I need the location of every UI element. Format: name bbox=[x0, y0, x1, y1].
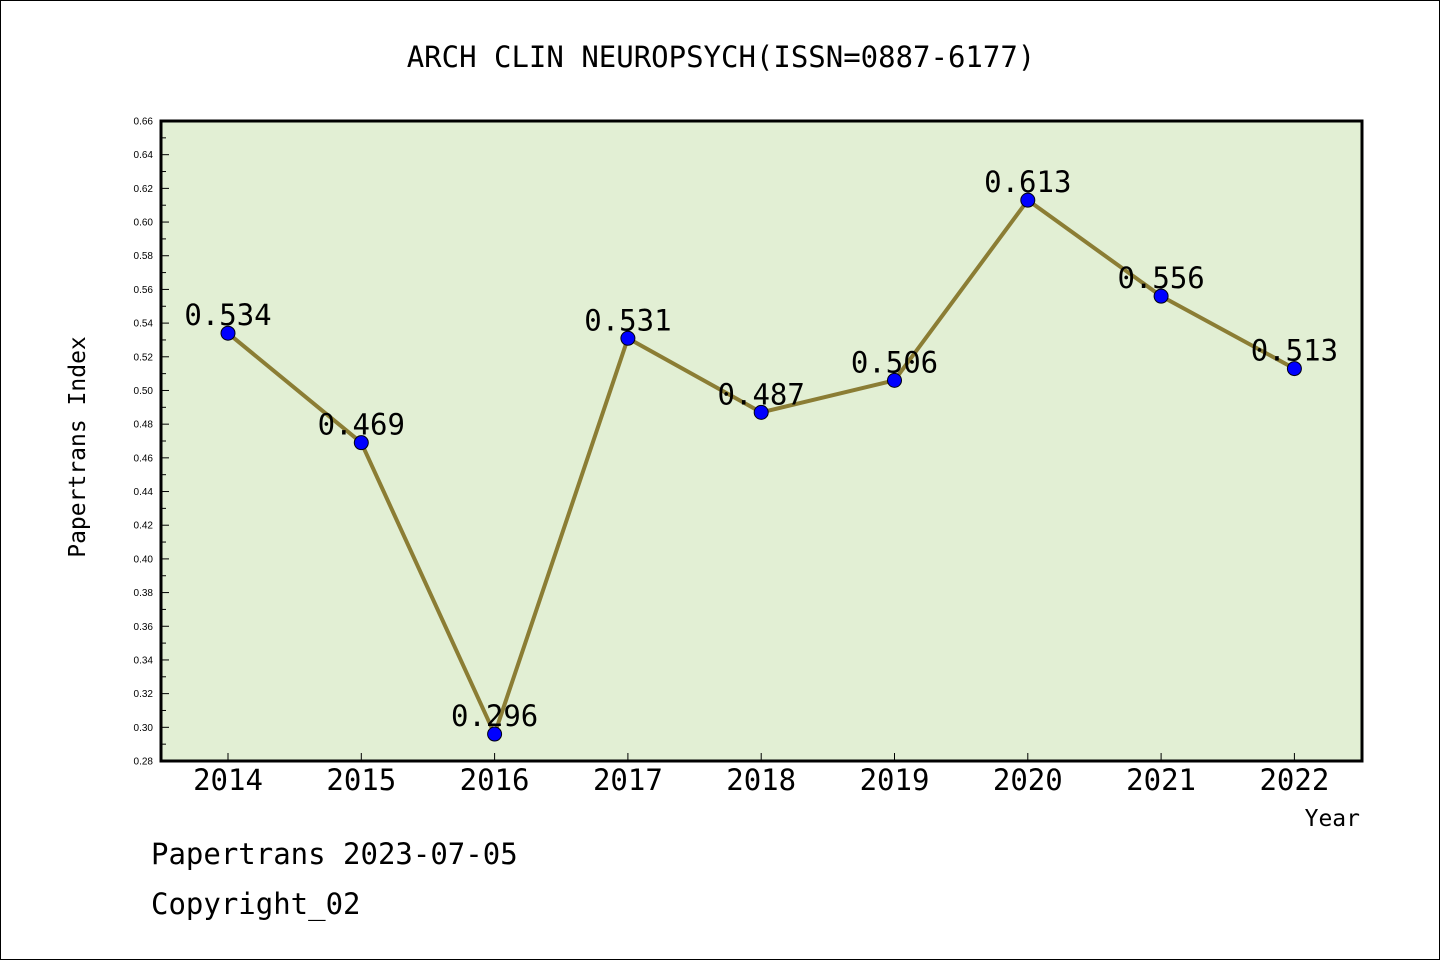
y-tick-label: 0.46 bbox=[134, 453, 154, 464]
y-tick-label: 0.28 bbox=[134, 757, 154, 768]
data-label: 0.556 bbox=[1117, 261, 1204, 295]
y-tick-label: 0.56 bbox=[134, 285, 154, 296]
x-tick-label: 2015 bbox=[326, 763, 396, 797]
x-tick-label: 2022 bbox=[1259, 763, 1329, 797]
data-point bbox=[1153, 288, 1169, 304]
y-axis: 0.28 0.30 0.32 0.34 0.36 0.38 0.40 0.42 0.44 0.46… bbox=[134, 117, 169, 768]
footer-source: Papertrans 2023-07-05 bbox=[151, 837, 518, 871]
data-point bbox=[487, 726, 503, 742]
data-point bbox=[1020, 192, 1036, 208]
chart-title: ARCH CLIN NEUROPSYCH(ISSN=0887-6177) bbox=[407, 40, 1036, 74]
x-axis: 2014 2015 2016 2017 2018 2019 2020 2021 2022 bbox=[193, 753, 1329, 797]
data-label: 0.487 bbox=[718, 377, 805, 411]
y-tick-label: 0.58 bbox=[134, 251, 154, 262]
y-tick-label: 0.32 bbox=[134, 689, 154, 700]
data-point bbox=[887, 372, 902, 388]
data-label: 0.613 bbox=[984, 165, 1071, 199]
data-point bbox=[620, 330, 636, 346]
y-tick-label: 0.66 bbox=[134, 117, 154, 128]
data-label: 0.531 bbox=[584, 303, 671, 337]
data-label: 0.469 bbox=[318, 408, 405, 442]
x-axis-label: Year bbox=[1305, 806, 1360, 832]
series bbox=[220, 192, 1302, 742]
x-tick-label: 2016 bbox=[460, 763, 530, 797]
data-label: 0.513 bbox=[1251, 334, 1338, 368]
y-tick-label: 0.64 bbox=[134, 150, 154, 161]
data-label: 0.506 bbox=[851, 345, 938, 379]
y-tick-label: 0.30 bbox=[134, 723, 154, 734]
data-label: 0.534 bbox=[184, 298, 271, 332]
data-labels: 0.534 0.469 0.296 0.531 0.487 0.506 0.613 0.556… bbox=[184, 165, 1338, 733]
y-tick-label: 0.62 bbox=[134, 184, 154, 195]
x-tick-label: 2017 bbox=[593, 763, 663, 797]
x-tick-label: 2014 bbox=[193, 763, 263, 797]
x-tick-label: 2020 bbox=[993, 763, 1063, 797]
x-tick-label: 2021 bbox=[1126, 763, 1196, 797]
y-tick-label: 0.52 bbox=[134, 352, 154, 363]
y-tick-label: 0.38 bbox=[134, 588, 154, 599]
y-tick-label: 0.42 bbox=[134, 521, 154, 532]
x-tick-label: 2018 bbox=[726, 763, 796, 797]
y-tick-label: 0.34 bbox=[134, 655, 154, 666]
footer-copyright: Copyright_02 bbox=[151, 887, 361, 921]
y-tick-label: 0.54 bbox=[134, 319, 154, 330]
y-tick-label: 0.40 bbox=[134, 554, 154, 565]
data-point bbox=[220, 325, 236, 341]
data-point bbox=[353, 435, 369, 451]
y-tick-label: 0.60 bbox=[134, 218, 154, 229]
y-axis-label: Papertrans Index bbox=[65, 336, 91, 558]
data-label: 0.296 bbox=[451, 699, 538, 733]
y-tick-label: 0.48 bbox=[134, 420, 154, 431]
y-tick-label: 0.50 bbox=[134, 386, 154, 397]
data-point bbox=[753, 404, 769, 420]
data-point bbox=[1286, 361, 1302, 377]
y-tick-label: 0.44 bbox=[134, 487, 154, 498]
y-tick-label: 0.36 bbox=[134, 622, 154, 633]
x-tick-label: 2019 bbox=[860, 763, 930, 797]
